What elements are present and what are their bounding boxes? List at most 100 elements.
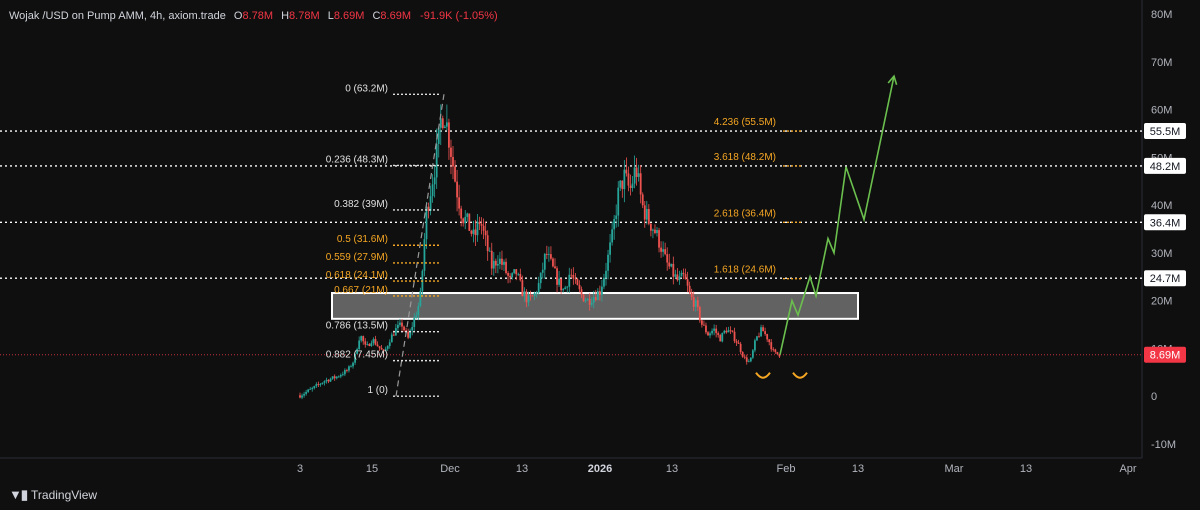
x-tick-label: 13 <box>1020 463 1032 475</box>
candle-body <box>758 336 760 338</box>
y-tick-label: 0 <box>1151 391 1157 403</box>
candle-body <box>539 272 542 284</box>
candle-body <box>568 274 571 287</box>
candle-body <box>760 327 762 337</box>
candle-body <box>401 322 403 327</box>
x-tick-label: Apr <box>1119 463 1136 475</box>
candle-body <box>745 357 748 362</box>
candle-body <box>366 344 369 345</box>
level-price-badge-bg <box>1144 270 1186 287</box>
candle-body <box>751 350 754 358</box>
double-bottom-marker <box>792 372 808 379</box>
candle-body <box>700 320 703 325</box>
candle-body <box>698 307 701 321</box>
candle-body <box>672 263 675 277</box>
candle-body <box>649 223 652 231</box>
candle-body <box>441 118 444 129</box>
candle-body <box>598 291 601 296</box>
candle-body <box>474 229 477 236</box>
x-tick-label: 15 <box>366 463 378 475</box>
candle-body <box>741 351 744 357</box>
candle-body <box>388 342 391 346</box>
candle-body <box>323 381 326 383</box>
candle-body <box>417 306 420 316</box>
candle-body <box>705 325 707 333</box>
candle-body <box>368 344 371 347</box>
candle-body <box>550 254 552 259</box>
candle-body <box>635 167 638 177</box>
candle-body <box>709 333 711 336</box>
symbol-title[interactable]: Wojak /USD on Pump AMM, 4h, axiom.trade <box>9 10 226 22</box>
candle-body <box>545 253 548 255</box>
candle-body <box>348 366 350 371</box>
candle-body <box>774 349 777 352</box>
change-value: -91.9K (-1.05%) <box>420 10 498 22</box>
candle-body <box>590 302 593 305</box>
candle-body <box>303 393 305 396</box>
candle-body <box>411 327 414 331</box>
tradingview-branding[interactable]: ▼▮ TradingView <box>9 487 97 503</box>
candle-body <box>403 326 405 331</box>
candle-body <box>382 349 385 351</box>
candle-body <box>364 341 367 345</box>
candle-body <box>658 230 660 248</box>
candle-body <box>554 266 556 269</box>
candle-body <box>566 286 569 288</box>
candle-body <box>380 347 383 350</box>
candle-body <box>776 351 779 355</box>
candle-body <box>317 384 320 385</box>
candle-body <box>762 327 764 332</box>
candle-body <box>772 349 775 351</box>
candle-body <box>325 379 328 382</box>
candle-body <box>399 322 401 325</box>
candle-body <box>458 197 461 209</box>
candle-body <box>631 183 634 188</box>
candle-body <box>578 284 581 290</box>
fib-retracement-label: 0.382 (39M) <box>334 199 388 210</box>
candle-body <box>343 370 346 375</box>
fib-retracement-label: 0.618 (24.1M) <box>326 270 388 281</box>
candle-body <box>619 180 622 188</box>
candle-body <box>666 254 669 263</box>
candle-body <box>413 317 416 328</box>
candle-body <box>727 330 730 333</box>
y-tick-label: 60M <box>1151 105 1172 117</box>
candle-body <box>372 339 375 343</box>
candle-body <box>537 283 540 293</box>
candle-body <box>450 147 452 157</box>
candle-body <box>333 376 336 379</box>
fib-retracement-label: 0.559 (27.9M) <box>326 252 388 263</box>
candle-body <box>690 292 693 298</box>
candle-body <box>527 295 530 303</box>
candle-body <box>747 361 750 363</box>
candle-body <box>503 261 505 265</box>
candle-body <box>356 349 359 354</box>
candle-body <box>605 270 607 278</box>
candle-body <box>513 269 516 274</box>
candle-body <box>515 269 518 275</box>
candle-body <box>682 272 685 275</box>
low-value: 8.69M <box>333 10 365 22</box>
candle-body <box>386 345 389 349</box>
candle-body <box>507 273 509 276</box>
candle-body <box>354 353 356 363</box>
candle-body <box>521 280 524 297</box>
candle-body <box>737 342 740 344</box>
candle-body <box>409 330 412 338</box>
candle-body <box>346 370 348 371</box>
candle-body <box>607 254 609 271</box>
candle-body <box>505 261 507 274</box>
y-tick-label: 40M <box>1151 200 1172 212</box>
candle-body <box>509 275 512 278</box>
candle-body <box>462 218 465 224</box>
candle-body <box>609 242 611 255</box>
x-tick-label: Mar <box>945 463 964 475</box>
candle-body <box>754 340 756 351</box>
candle-body <box>321 382 324 384</box>
candle-body <box>301 395 303 398</box>
candle-body <box>427 206 430 212</box>
candle-body <box>601 286 603 296</box>
